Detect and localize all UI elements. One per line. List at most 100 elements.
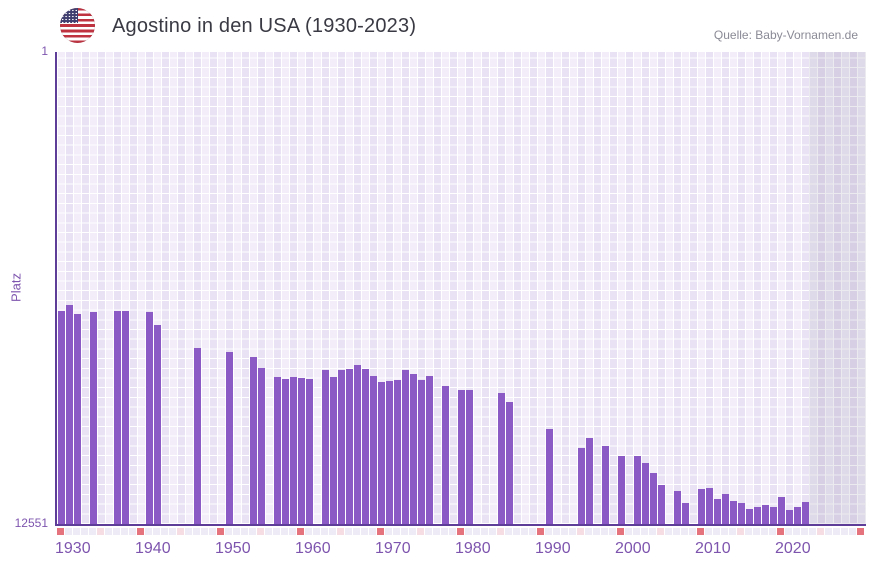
year-marker-cell	[425, 528, 432, 535]
bar-2010[interactable]	[698, 489, 705, 524]
bar-1970[interactable]	[378, 382, 385, 524]
bar-2017[interactable]	[754, 507, 761, 524]
bar-1932[interactable]	[74, 314, 81, 524]
bar-1985[interactable]	[498, 393, 505, 524]
bar-1931[interactable]	[66, 305, 73, 524]
bar-2018[interactable]	[762, 505, 769, 524]
year-marker-cell	[825, 528, 832, 535]
bar-2003[interactable]	[642, 463, 649, 524]
bar-1938[interactable]	[122, 311, 129, 524]
year-marker-cell	[481, 528, 488, 535]
bar-1968[interactable]	[362, 369, 369, 524]
bar-2019[interactable]	[770, 507, 777, 524]
bar-1930[interactable]	[58, 311, 65, 524]
bar-1986[interactable]	[506, 402, 513, 524]
bar-2016[interactable]	[746, 509, 753, 524]
x-axis-tick-2010: 2010	[695, 540, 731, 557]
decade-marker-1980	[457, 528, 464, 535]
y-axis-tick-top: 1	[41, 44, 48, 58]
bar-1980[interactable]	[458, 390, 465, 524]
bar-1978[interactable]	[442, 386, 449, 524]
bar-1954[interactable]	[250, 357, 257, 524]
year-marker-cell	[809, 528, 816, 535]
decade-marker-1990	[537, 528, 544, 535]
bar-1995[interactable]	[578, 448, 585, 524]
year-marker-cell	[201, 528, 208, 535]
bar-2021[interactable]	[786, 510, 793, 524]
bar-1976[interactable]	[426, 376, 433, 524]
bar-1963[interactable]	[322, 370, 329, 524]
bar-1998[interactable]	[602, 446, 609, 524]
bar-1972[interactable]	[394, 380, 401, 524]
year-marker-cell	[841, 528, 848, 535]
bar-1991[interactable]	[546, 429, 553, 524]
bar-1981[interactable]	[466, 390, 473, 524]
year-marker-cell	[169, 528, 176, 535]
bar-1975[interactable]	[418, 380, 425, 524]
bar-1969[interactable]	[370, 376, 377, 524]
bar-1961[interactable]	[306, 379, 313, 524]
x-axis-tick-1980: 1980	[455, 540, 491, 557]
half-decade-marker-1985	[497, 528, 504, 535]
bar-2023[interactable]	[802, 502, 809, 524]
year-marker-cell	[81, 528, 88, 535]
bar-1937[interactable]	[114, 311, 121, 524]
bar-1955[interactable]	[258, 368, 265, 524]
year-marker-cell	[625, 528, 632, 535]
bar-1951[interactable]	[226, 352, 233, 524]
bar-1934[interactable]	[90, 312, 97, 524]
year-marker-cell	[593, 528, 600, 535]
year-marker-cell	[673, 528, 680, 535]
year-marker-cell	[649, 528, 656, 535]
bar-1957[interactable]	[274, 377, 281, 524]
bar-1964[interactable]	[330, 377, 337, 524]
x-axis-tick-1940: 1940	[135, 540, 171, 557]
year-marker-cell	[601, 528, 608, 535]
year-marker-cell	[769, 528, 776, 535]
year-marker-cell	[73, 528, 80, 535]
x-axis-tick-1960: 1960	[295, 540, 331, 557]
bar-1959[interactable]	[290, 377, 297, 524]
decade-marker-2020	[777, 528, 784, 535]
bar-1960[interactable]	[298, 378, 305, 524]
year-marker-cell	[433, 528, 440, 535]
bar-2012[interactable]	[714, 499, 721, 524]
bar-1965[interactable]	[338, 370, 345, 524]
bar-1941[interactable]	[146, 312, 153, 524]
year-marker-cell	[681, 528, 688, 535]
year-marker-cell	[185, 528, 192, 535]
bar-2007[interactable]	[674, 491, 681, 524]
bar-1973[interactable]	[402, 370, 409, 524]
bar-2002[interactable]	[634, 456, 641, 524]
year-marker-cell	[761, 528, 768, 535]
year-marker-cell	[505, 528, 512, 535]
x-axis-tick-1990: 1990	[535, 540, 571, 557]
bar-2011[interactable]	[706, 488, 713, 524]
bar-1974[interactable]	[410, 374, 417, 524]
bar-1971[interactable]	[386, 381, 393, 524]
bar-1942[interactable]	[154, 325, 161, 524]
y-axis-tick-bottom: 12551	[14, 516, 48, 530]
bar-2022[interactable]	[794, 507, 801, 524]
bar-1947[interactable]	[194, 348, 201, 524]
bar-1967[interactable]	[354, 365, 361, 524]
year-marker-cell	[89, 528, 96, 535]
bar-1966[interactable]	[346, 369, 353, 524]
year-marker-cell	[273, 528, 280, 535]
half-decade-marker-2005	[657, 528, 664, 535]
year-marker-cell	[753, 528, 760, 535]
year-marker-cell	[713, 528, 720, 535]
bar-1958[interactable]	[282, 379, 289, 524]
bar-2004[interactable]	[650, 473, 657, 524]
year-marker-cell	[521, 528, 528, 535]
bar-2013[interactable]	[722, 494, 729, 524]
bar-2015[interactable]	[738, 503, 745, 524]
year-marker-cell	[329, 528, 336, 535]
bar-2005[interactable]	[658, 485, 665, 524]
year-marker-cell	[321, 528, 328, 535]
bar-1996[interactable]	[586, 438, 593, 524]
bar-2000[interactable]	[618, 456, 625, 524]
bar-2014[interactable]	[730, 501, 737, 524]
bar-2008[interactable]	[682, 503, 689, 524]
bar-2020[interactable]	[778, 497, 785, 524]
